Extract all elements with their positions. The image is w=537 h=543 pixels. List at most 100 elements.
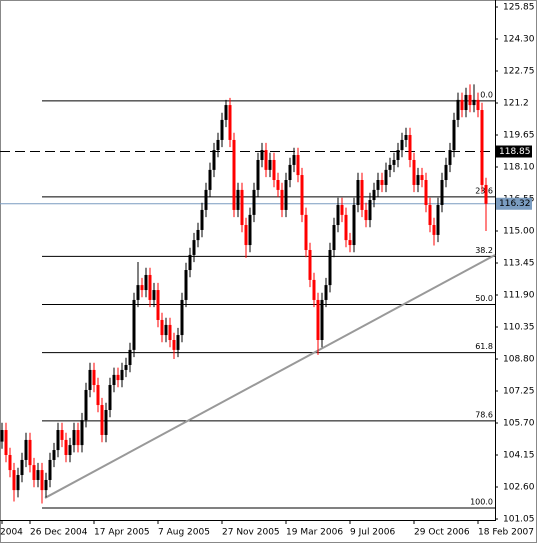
y-tick-label: 115.00 (503, 227, 535, 237)
candle-body (180, 299, 184, 336)
candle-body (348, 240, 352, 246)
candle-body (408, 135, 412, 160)
candle-body (200, 209, 204, 230)
candle-body (384, 169, 388, 185)
candle-body (216, 139, 220, 151)
y-tick-label: 125.85 (503, 3, 535, 13)
candle-body (424, 180, 428, 205)
candle-body (272, 159, 276, 181)
candle-body (364, 209, 368, 221)
candle-body (164, 324, 168, 336)
fib-label: 61.8 (475, 342, 493, 351)
candle-body (460, 99, 464, 111)
candle-body (4, 430, 8, 455)
candle-body (484, 184, 488, 204)
candle-body (324, 285, 328, 300)
candle-body (72, 430, 76, 446)
candle-body (84, 389, 88, 421)
candle-body (304, 214, 308, 250)
candle-body (16, 475, 20, 491)
candle-body (320, 299, 324, 341)
candle-body (56, 430, 60, 451)
candle-body (396, 150, 400, 160)
candle-body (212, 150, 216, 170)
x-tick-label: 19 Mar 2006 (286, 528, 343, 538)
trendline (44, 254, 496, 499)
y-tick-label: 122.75 (503, 67, 535, 77)
x-tick-label: 29 Oct 2006 (414, 528, 470, 538)
candle-body (156, 290, 160, 320)
candle-body (448, 150, 452, 165)
y-tick-label: 102.60 (503, 483, 535, 493)
candle-body (476, 99, 480, 111)
fib-label: 38.2 (475, 246, 493, 255)
price-label: 116.32 (499, 199, 531, 209)
fib-label: 50.0 (475, 294, 493, 303)
price-label-box (496, 197, 532, 210)
price-label: 118.85 (499, 147, 531, 157)
candle-body (400, 139, 404, 151)
candle-body (44, 479, 48, 491)
candle-body (208, 169, 212, 190)
candle-body (68, 445, 72, 455)
candle-body (256, 159, 260, 190)
x-tick-label: 27 Nov 2005 (222, 528, 280, 538)
candle-body (76, 430, 80, 446)
candle-body (8, 455, 12, 471)
candle-body (340, 204, 344, 215)
x-tick-label: 18 Feb 2007 (478, 528, 534, 538)
candle-body (228, 105, 232, 140)
fib-label: 100.0 (470, 498, 493, 507)
x-tick-label: 17 Apr 2005 (94, 528, 150, 538)
x-tick-label: 9 Jul 2006 (350, 528, 395, 538)
candle-body (40, 470, 44, 491)
candle-body (196, 229, 200, 241)
y-tick-label: 121.2 (503, 99, 529, 109)
y-tick-label: 124.30 (503, 35, 535, 45)
candle-body (316, 299, 320, 341)
candle-body (240, 189, 244, 226)
x-tick-label: 7 Aug 2005 (158, 528, 210, 538)
candle-body (456, 99, 460, 120)
y-tick-label: 101.05 (503, 515, 535, 525)
candle-body (92, 369, 96, 386)
y-tick-label: 110.35 (503, 323, 535, 333)
candle-body (20, 459, 24, 476)
fib-label: 78.6 (475, 410, 493, 419)
candle-body (236, 189, 240, 210)
candle-body (144, 274, 148, 291)
y-tick-label: 119.65 (503, 131, 535, 141)
candle-body (360, 180, 364, 210)
y-tick-label: 108.80 (503, 355, 535, 365)
candle-body (332, 225, 336, 250)
candle-body (260, 150, 264, 160)
candle-body (60, 430, 64, 440)
candle-body (12, 470, 16, 491)
candle-body (288, 164, 292, 181)
candle-body (104, 409, 108, 435)
candle-body (268, 159, 272, 170)
candle-body (368, 200, 372, 221)
candle-body (176, 335, 180, 350)
candle-body (328, 249, 332, 286)
candle-body (372, 189, 376, 201)
candle-body (276, 180, 280, 190)
candle-body (48, 459, 52, 480)
candle-body (248, 214, 252, 246)
x-tick-label: 2004 (0, 528, 23, 538)
candle-body (264, 150, 268, 170)
candle-body (28, 439, 32, 466)
candle-body (112, 374, 116, 386)
candle-body (136, 285, 140, 300)
fib-label: 0.0 (480, 90, 493, 99)
candle-body (432, 225, 436, 235)
candle-body (128, 349, 132, 365)
candle-body (416, 175, 420, 185)
candle-body (312, 279, 316, 300)
candle-body (480, 110, 484, 185)
candle-body (244, 225, 248, 246)
candle-body (308, 249, 312, 280)
